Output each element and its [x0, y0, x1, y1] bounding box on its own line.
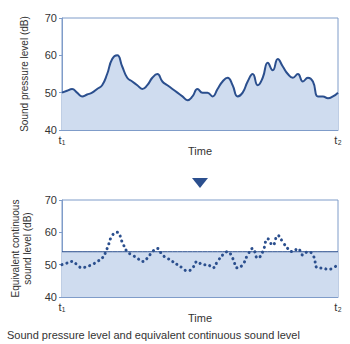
- svg-text:70: 70: [45, 194, 57, 206]
- svg-text:t₁: t₁: [59, 301, 66, 313]
- svg-text:sound level (dB): sound level (dB): [22, 212, 33, 284]
- svg-text:70: 70: [45, 12, 57, 24]
- svg-text:Time: Time: [188, 145, 212, 157]
- svg-text:Sound pressure level and equiv: Sound pressure level and equivalent cont…: [7, 329, 300, 341]
- svg-text:t₂: t₂: [334, 134, 341, 146]
- svg-text:t₂: t₂: [334, 301, 341, 313]
- svg-text:50: 50: [45, 259, 57, 271]
- svg-text:Sound pressure level (dB): Sound pressure level (dB): [19, 16, 30, 132]
- svg-text:40: 40: [45, 291, 57, 303]
- svg-text:60: 60: [45, 226, 57, 238]
- svg-text:Equivalent continuous: Equivalent continuous: [10, 200, 21, 298]
- svg-text:50: 50: [45, 87, 57, 99]
- svg-text:40: 40: [45, 124, 57, 136]
- svg-text:60: 60: [45, 49, 57, 61]
- svg-text:Time: Time: [188, 312, 212, 324]
- svg-text:t₁: t₁: [59, 134, 66, 146]
